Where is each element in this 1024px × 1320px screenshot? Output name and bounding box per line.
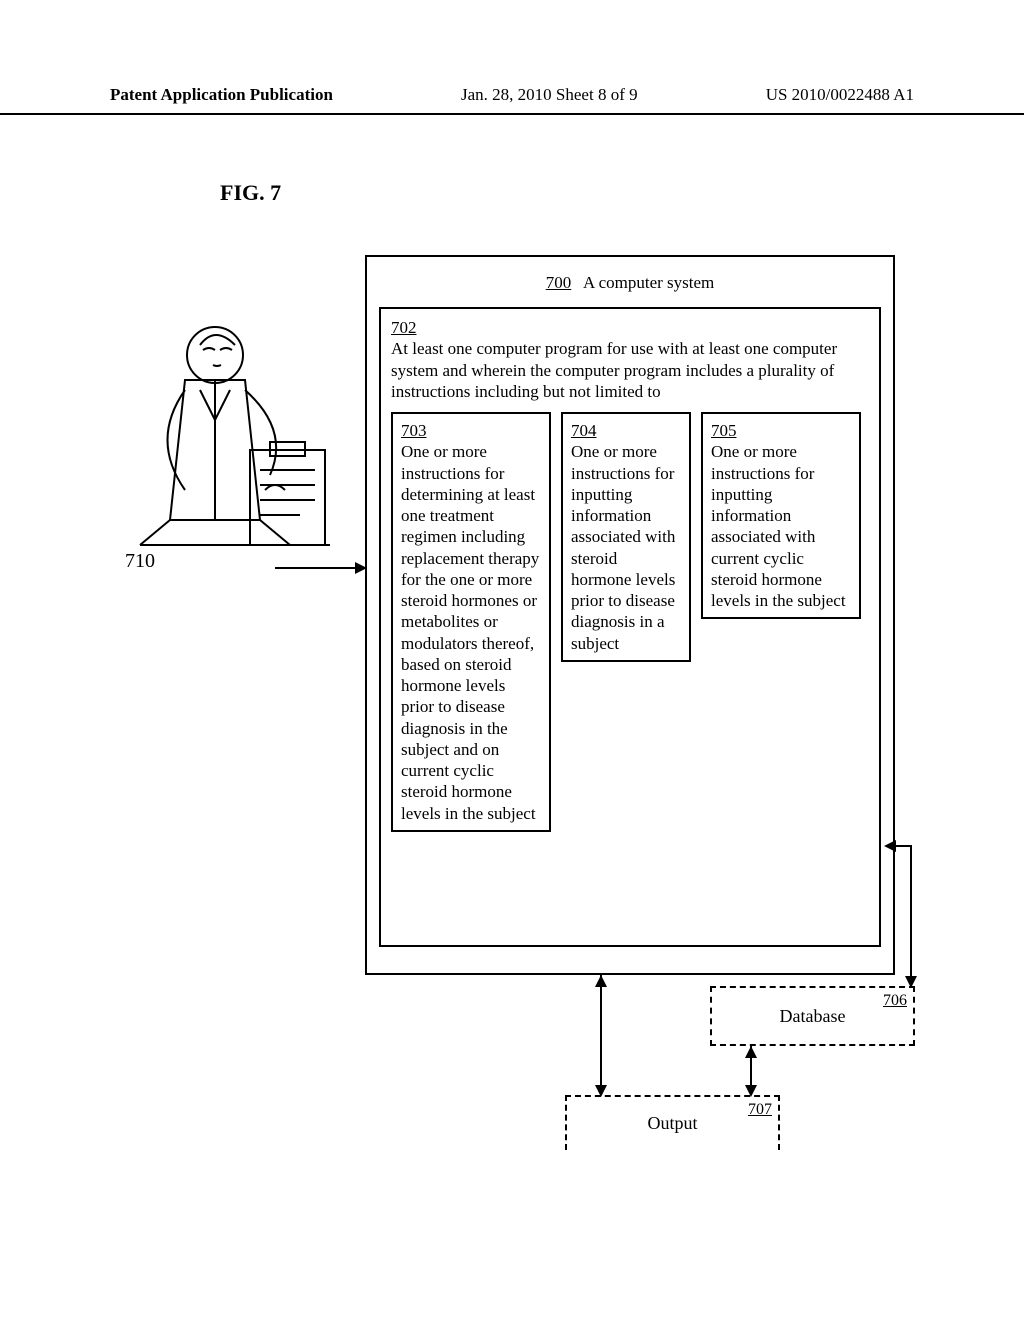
box-706-database: 706 Database xyxy=(710,986,915,1046)
ref-704: 704 xyxy=(571,421,597,440)
header-left: Patent Application Publication xyxy=(110,85,333,105)
header-mid: Jan. 28, 2010 Sheet 8 of 9 xyxy=(461,85,638,105)
arrow-db-702-down xyxy=(905,976,917,988)
box-702: 702 At least one computer program for us… xyxy=(379,307,881,947)
arrow-702-output-up xyxy=(595,975,607,987)
text-705: One or more instructions for inputting i… xyxy=(711,442,846,610)
title-700: A computer system xyxy=(583,273,714,292)
text-702: At least one computer program for use wi… xyxy=(391,339,837,401)
arrow-db-702-left xyxy=(884,840,896,852)
arrow-db-output-up xyxy=(745,1046,757,1058)
header-row: Patent Application Publication Jan. 28, … xyxy=(0,85,1024,113)
header-right: US 2010/0022488 A1 xyxy=(766,85,914,105)
arrow-702-output-down xyxy=(595,1085,607,1097)
ref-707: 707 xyxy=(748,1101,772,1119)
arrow-db-702-hline xyxy=(895,845,912,847)
arrow-702-output-line xyxy=(600,975,602,1095)
arrow-db-702-line xyxy=(910,845,912,986)
sub-row: 703 One or more instructions for determi… xyxy=(391,412,869,832)
box-703: 703 One or more instructions for determi… xyxy=(391,412,551,832)
box-700-title: 700 A computer system xyxy=(379,273,881,293)
ref-700: 700 xyxy=(546,273,572,292)
page-header: Patent Application Publication Jan. 28, … xyxy=(0,85,1024,115)
box-707-output: 707 Output xyxy=(565,1095,780,1150)
text-704: One or more instructions for inputting i… xyxy=(571,442,675,652)
arrow-710-to-700 xyxy=(275,567,365,569)
label-output: Output xyxy=(647,1113,697,1134)
doctor-illustration xyxy=(130,320,340,580)
box-705: 705 One or more instructions for inputti… xyxy=(701,412,861,619)
text-703: One or more instructions for determining… xyxy=(401,442,539,822)
arrow-db-output-down xyxy=(745,1085,757,1097)
ref-706: 706 xyxy=(883,992,907,1010)
ref-705: 705 xyxy=(711,421,737,440)
figure-label: FIG. 7 xyxy=(220,180,281,206)
doctor-ref: 710 xyxy=(125,550,155,573)
box-700: 700 A computer system 702 At least one c… xyxy=(365,255,895,975)
label-database: Database xyxy=(780,1006,846,1027)
box-704: 704 One or more instructions for inputti… xyxy=(561,412,691,662)
ref-703: 703 xyxy=(401,421,427,440)
box-702-text: 702 At least one computer program for us… xyxy=(391,317,869,402)
ref-702: 702 xyxy=(391,318,417,337)
